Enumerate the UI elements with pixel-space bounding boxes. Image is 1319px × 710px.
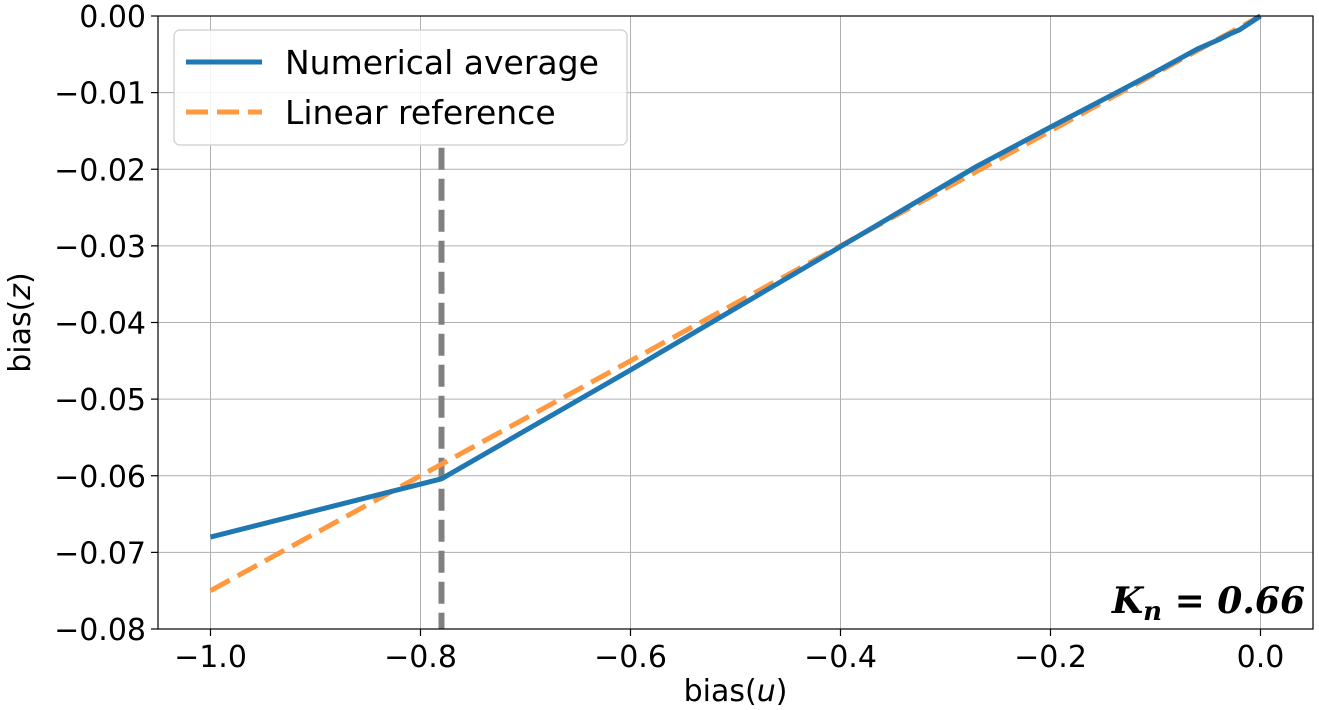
y-tick-label: −0.04	[54, 307, 146, 342]
x-axis: −1.0 −0.8 −0.6 −0.4 −0.2 0.0	[174, 629, 1284, 675]
legend-box	[173, 29, 628, 146]
y-axis-label: bias(z)	[3, 272, 38, 373]
y-axis: −0.08 −0.07 −0.06 −0.05 −0.04 −0.03 −0.02 −0.01…	[54, 0, 158, 648]
y-tick-label: −0.02	[54, 153, 146, 188]
y-tick-label: 0.00	[79, 0, 146, 35]
y-tick-label: −0.06	[54, 460, 146, 495]
kn-annotation: Kn = 0.66	[1111, 580, 1305, 627]
y-tick-label: −0.01	[54, 77, 146, 112]
legend-label-numerical-average: Numerical average	[285, 43, 599, 82]
x-tick-label: −0.8	[384, 640, 457, 675]
legend-label-linear-reference: Linear reference	[285, 93, 556, 132]
x-axis-label: bias(u)	[684, 674, 788, 709]
y-tick-label: −0.07	[54, 536, 146, 571]
x-tick-label: −0.4	[804, 640, 877, 675]
x-tick-label: −0.6	[594, 640, 667, 675]
x-tick-label: 0.0	[1237, 640, 1285, 675]
y-tick-label: −0.05	[54, 383, 146, 418]
series-numerical-average	[209, 13, 1262, 540]
x-tick-label: −0.2	[1014, 640, 1087, 675]
y-tick-label: −0.08	[54, 613, 146, 648]
y-tick-label: −0.03	[54, 230, 146, 265]
x-tick-label: −1.0	[174, 640, 247, 675]
plot-area	[209, 13, 1262, 629]
legend: Numerical average Linear reference	[173, 29, 628, 146]
